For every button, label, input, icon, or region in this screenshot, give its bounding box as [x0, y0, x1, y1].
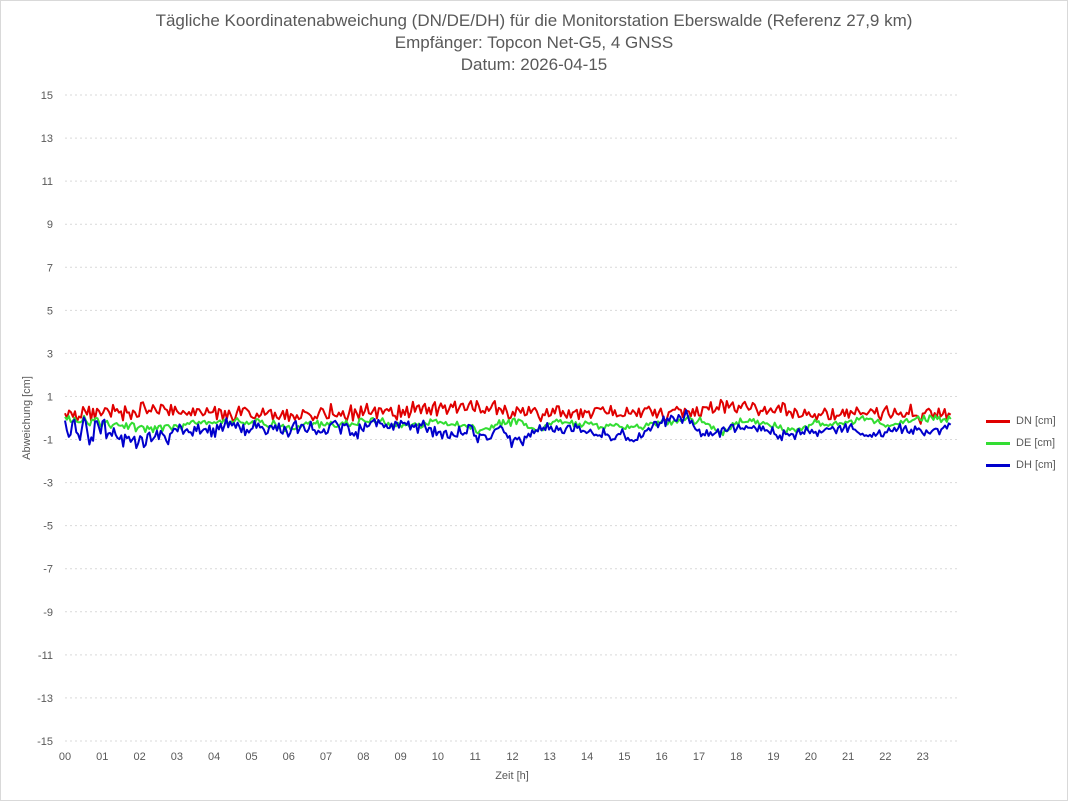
series-line-2	[64, 414, 952, 437]
y-tick-label: 9	[47, 219, 53, 231]
x-tick-label: 01	[96, 751, 108, 763]
y-tick-label: 7	[47, 262, 53, 274]
grid-lines	[65, 94, 960, 742]
chart-subtitle-date: Datum: 2026-04-15	[460, 55, 608, 74]
y-tick-label: -1	[43, 435, 53, 447]
x-tick-label: 18	[730, 751, 742, 763]
y-tick-label: -9	[43, 607, 53, 619]
series-line-1	[64, 398, 952, 425]
x-tick-label: 23	[917, 751, 929, 763]
x-tick-label: 09	[395, 751, 407, 763]
x-tick-label: 04	[208, 751, 220, 763]
legend-item: DN [cm]	[986, 410, 1064, 432]
legend-swatch	[986, 463, 1010, 467]
y-tick-label: -11	[38, 650, 53, 662]
chart-legend: DN [cm] DE [cm] DH [cm]	[986, 410, 1064, 476]
y-tick-label: 13	[41, 133, 53, 145]
chart-subtitle-receiver: Empfänger: Topcon Net-G5, 4 GNSS	[394, 33, 674, 52]
y-tick-label: -7	[43, 564, 53, 576]
x-axis-title: Zeit [h]	[495, 770, 529, 782]
x-tick-label: 05	[245, 751, 257, 763]
x-tick-label: 14	[581, 751, 593, 763]
y-tick-label: 11	[42, 176, 53, 188]
x-tick-label: 21	[842, 751, 854, 763]
y-tick-label: 15	[41, 90, 53, 102]
y-tick-labels: 15 13 11 9 7 5 3 1 -1 -3 -5 -7 -9 -11 -13 -15	[37, 90, 53, 748]
x-tick-label: 11	[469, 751, 480, 763]
y-tick-label: 3	[47, 348, 53, 360]
x-tick-label: 13	[544, 751, 556, 763]
x-tick-labels: 00 01 02 03 04 05 06 07 08 09 10 11 12 13 14 15 16 17 18 19…	[59, 751, 929, 763]
series-line-3	[64, 409, 952, 450]
y-axis-title: Abweichung [cm]	[21, 376, 33, 460]
x-tick-label: 22	[879, 751, 891, 763]
chart-title: Tägliche Koordinatenabweichung (DN/DE/DH…	[155, 11, 913, 30]
series-lines	[64, 398, 952, 450]
y-tick-label: 1	[47, 391, 53, 403]
x-tick-label: 15	[618, 751, 630, 763]
x-tick-label: 17	[693, 751, 705, 763]
x-tick-label: 16	[656, 751, 668, 763]
y-tick-label: -3	[43, 478, 53, 490]
legend-swatch	[986, 419, 1010, 423]
x-tick-label: 19	[767, 751, 779, 763]
legend-label: DE [cm]	[1016, 437, 1056, 449]
y-tick-label: -13	[37, 693, 53, 705]
y-tick-label: -15	[37, 736, 53, 748]
legend-label: DH [cm]	[1016, 459, 1056, 471]
x-tick-label: 08	[357, 751, 369, 763]
legend-item: DH [cm]	[986, 454, 1064, 476]
x-tick-label: 02	[133, 751, 145, 763]
x-tick-label: 00	[59, 751, 71, 763]
legend-swatch	[986, 441, 1010, 445]
x-tick-label: 03	[171, 751, 183, 763]
chart-title-block: Tägliche Koordinatenabweichung (DN/DE/DH…	[0, 10, 1068, 76]
legend-item: DE [cm]	[986, 432, 1064, 454]
x-tick-label: 07	[320, 751, 332, 763]
x-tick-label: 20	[805, 751, 817, 763]
y-tick-label: -5	[43, 521, 53, 533]
x-tick-label: 10	[432, 751, 444, 763]
y-tick-label: 5	[47, 305, 53, 317]
x-tick-label: 12	[506, 751, 518, 763]
x-tick-label: 06	[283, 751, 295, 763]
legend-label: DN [cm]	[1016, 415, 1056, 427]
